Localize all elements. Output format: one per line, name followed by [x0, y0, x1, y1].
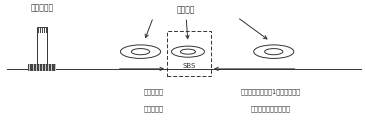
- Bar: [167, 31, 211, 76]
- Text: 传感光纤: 传感光纤: [177, 5, 195, 14]
- Text: SBS: SBS: [182, 63, 196, 69]
- Circle shape: [180, 49, 196, 54]
- Circle shape: [120, 45, 161, 58]
- Bar: [28, 64, 56, 71]
- Circle shape: [265, 49, 283, 55]
- Text: 斯利散射光（探测光）: 斯利散射光（探测光）: [251, 106, 291, 112]
- Circle shape: [131, 49, 150, 55]
- Circle shape: [254, 45, 294, 58]
- Text: 合成光信号: 合成光信号: [30, 4, 54, 13]
- Text: 微波调制脉冲基底1阶边带产生的: 微波调制脉冲基底1阶边带产生的: [241, 89, 301, 95]
- Circle shape: [172, 46, 204, 57]
- Text: 传感脉冲光: 传感脉冲光: [144, 89, 164, 95]
- Bar: [37, 27, 47, 64]
- Text: （泵浦光）: （泵浦光）: [144, 106, 164, 112]
